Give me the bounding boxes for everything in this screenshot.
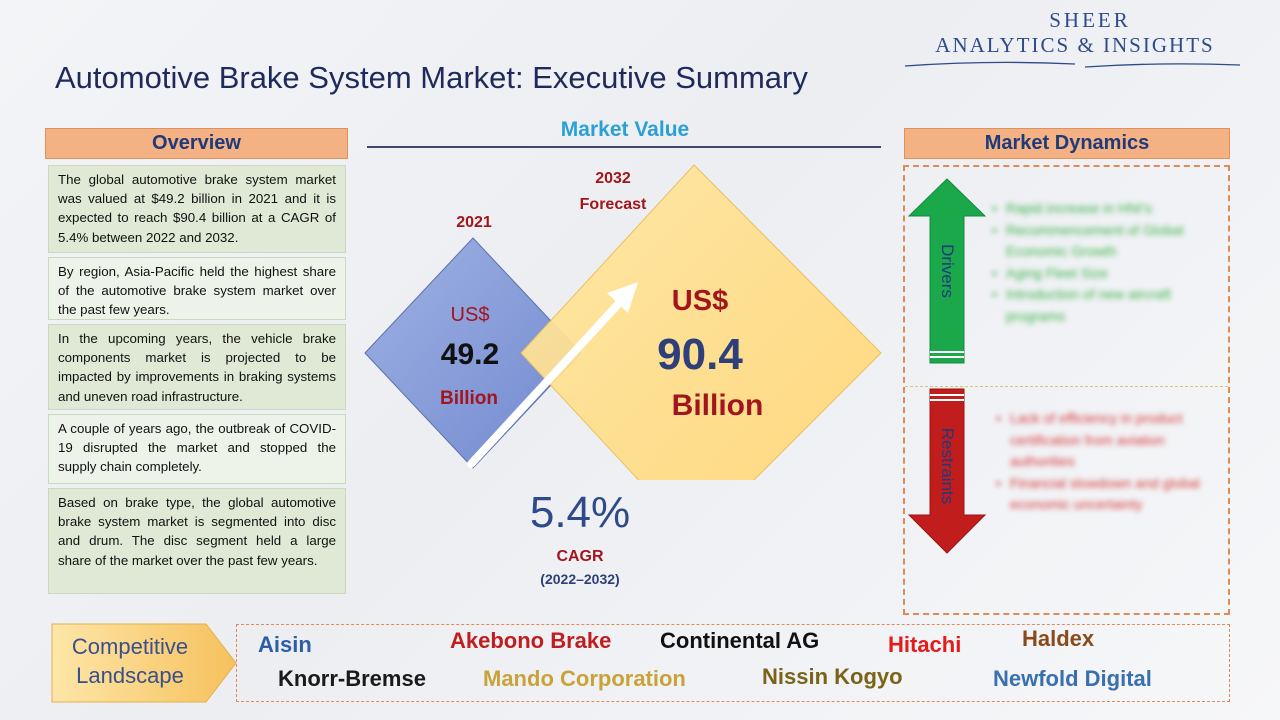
competitive-chevron (51, 623, 237, 703)
logo-swoosh-icon (904, 61, 1241, 68)
company-continental-ag: Continental AG (660, 628, 820, 653)
value-2021-diamond (364, 237, 582, 469)
growth-arrow-icon (467, 296, 626, 468)
competitive-label-line1: Competitive (71, 634, 189, 659)
drivers-label: Drivers (938, 244, 957, 298)
company-aisin: Aisin (258, 632, 312, 657)
competitive-landscape-label: Competitive Landscape (60, 632, 200, 690)
company-hitachi: Hitachi (888, 632, 962, 657)
page-title: Automotive Brake System Market: Executiv… (55, 60, 808, 95)
market-dynamics-header: Market Dynamics (904, 128, 1230, 159)
restraints-label: Restraints (938, 427, 957, 505)
value-2021: 49.2 (440, 338, 500, 371)
overview-item: The global automotive brake system marke… (48, 165, 346, 253)
year-2021-label: 2021 (456, 214, 492, 231)
cagr-label: CAGR (556, 548, 604, 565)
company-mando-corporation: Mando Corporation (483, 666, 686, 691)
unit-2032: Billion (671, 389, 764, 422)
currency-2032: US$ (671, 285, 729, 317)
overview-header: Overview (45, 128, 348, 159)
overview-item: Based on brake type, the global automoti… (48, 488, 346, 594)
restraints-arrow-icon (907, 388, 987, 554)
company-nissin-kogyo: Nissin Kogyo (762, 664, 903, 689)
overview-item: A couple of years ago, the outbreak of C… (48, 414, 346, 484)
year-2032-label: 2032 (595, 170, 631, 187)
dynamics-arrows (907, 178, 987, 554)
drivers-list: Rapid increase in HNI's Recommencement o… (992, 198, 1222, 327)
competitive-label-line2: Landscape (76, 663, 184, 688)
company-knorr-bremse: Knorr-Bremse (278, 666, 426, 691)
dynamics-divider (905, 386, 1228, 387)
market-value-divider (367, 146, 881, 148)
driver-item: Aging Fleet Size (992, 263, 1222, 285)
overview-item: By region, Asia-Pacific held the highest… (48, 257, 346, 320)
logo-text-sheer: SHEER (1049, 8, 1131, 32)
currency-2021: US$ (450, 304, 490, 326)
market-dynamics-panel (903, 165, 1230, 615)
cagr-value: 5.4% (529, 488, 631, 537)
value-2032: 90.4 (657, 330, 743, 379)
driver-item: Introduction of new aircraft programs (992, 284, 1222, 327)
restraint-item: Lack of efficiency in product certificat… (996, 408, 1221, 473)
restraints-list: Lack of efficiency in product certificat… (996, 408, 1221, 516)
overview-item: In the upcoming years, the vehicle brake… (48, 324, 346, 410)
cagr-period: (2022–2032) (540, 571, 620, 587)
driver-item: Rapid increase in HNI's (992, 198, 1222, 220)
driver-item: Recommencement of Global Economic Growth (992, 220, 1222, 263)
company-akebono-brake: Akebono Brake (450, 628, 612, 653)
market-value-header: Market Value (560, 118, 690, 141)
company-haldex: Haldex (1022, 626, 1095, 651)
drivers-arrow-icon (907, 178, 987, 364)
value-2032-diamond (520, 164, 882, 480)
forecast-label: Forecast (579, 196, 647, 213)
growth-arrow-head-icon (607, 282, 638, 313)
restraint-item: Financial slowdown and global economic u… (996, 473, 1221, 516)
unit-2021: Billion (439, 388, 499, 409)
market-value-graphic (364, 164, 882, 480)
logo-text-analytics: ANALYTICS & INSIGHTS (935, 33, 1215, 57)
company-newfold-digital: Newfold Digital (993, 666, 1152, 691)
